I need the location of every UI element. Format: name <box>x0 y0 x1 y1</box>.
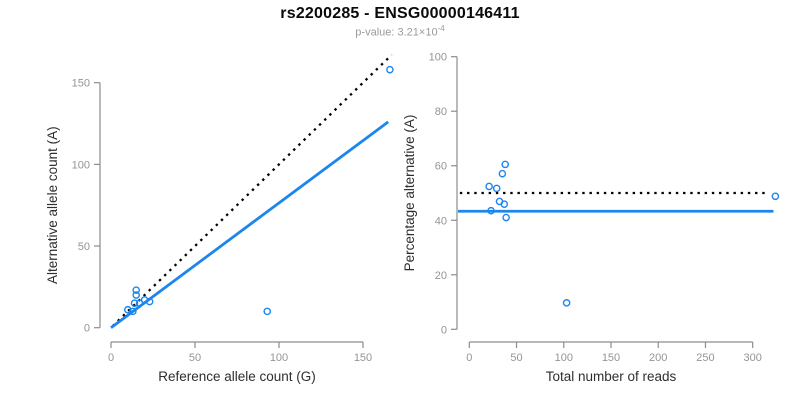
x-axis-tick-label: 50 <box>510 352 522 364</box>
p-value-exponent: -4 <box>437 24 445 33</box>
y-axis-title: Alternative allele count (A) <box>45 126 60 284</box>
data-point <box>129 307 137 316</box>
x-axis-tick-label: 250 <box>696 352 714 364</box>
page-title: rs2200285 - ENSG00000146411 <box>280 5 520 22</box>
data-point <box>140 296 149 304</box>
x-axis-title: Reference allele count (G) <box>158 369 316 384</box>
x-axis-tick-label: 100 <box>555 352 573 364</box>
data-point <box>485 182 493 191</box>
y-axis-tick-label: 50 <box>78 241 90 253</box>
percentage-scatter: 0 50 100 150 200 250 300 Total number of reads 0… <box>402 52 780 384</box>
data-point <box>386 65 394 74</box>
data-point <box>145 297 154 306</box>
data-point <box>562 299 571 307</box>
identity-dotted-line <box>111 54 393 327</box>
data-point <box>132 291 140 299</box>
data-point <box>130 299 139 308</box>
x-axis-title: Total number of reads <box>546 369 677 384</box>
data-point <box>771 192 780 201</box>
y-axis-tick-label: 100 <box>72 159 90 171</box>
data-point <box>492 184 501 193</box>
x-axis-tick-label: 100 <box>270 352 288 364</box>
y-axis-tick-label: 0 <box>84 323 90 335</box>
data-point <box>501 160 509 169</box>
x-axis-tick-label: 0 <box>108 352 114 364</box>
data-point <box>502 213 510 222</box>
y-axis-tick-label: 20 <box>435 270 447 282</box>
allele-count-scatter: 0 50 100 150 Reference allele count (G) 0 50 10… <box>45 54 394 384</box>
y-axis-tick-label: 40 <box>435 215 447 227</box>
data-point <box>498 169 507 178</box>
data-point <box>487 206 495 215</box>
regression-line <box>110 120 390 329</box>
x-axis-tick-label: 200 <box>649 352 667 364</box>
y-axis-tick-label: 100 <box>429 52 447 64</box>
y-axis-tick-label: 60 <box>435 161 447 173</box>
x-axis-tick-label: 150 <box>354 352 372 364</box>
p-value-label: p-value: 3.21×10-4 <box>0 24 800 39</box>
x-axis-tick-label: 50 <box>189 352 201 364</box>
x-axis-tick-label: 300 <box>744 352 762 364</box>
x-axis-tick-label: 150 <box>602 352 620 364</box>
p-value-text: p-value: 3.21×10 <box>355 26 438 39</box>
y-axis-title: Percentage alternative (A) <box>402 115 417 272</box>
data-point <box>500 200 509 208</box>
data-point <box>132 286 140 294</box>
y-axis-tick-label: 150 <box>72 78 90 90</box>
y-axis-tick-label: 0 <box>441 324 447 336</box>
data-point <box>263 307 272 316</box>
data-point <box>124 305 132 314</box>
x-axis-tick-label: 0 <box>466 352 472 364</box>
y-axis-tick-label: 80 <box>435 106 447 118</box>
